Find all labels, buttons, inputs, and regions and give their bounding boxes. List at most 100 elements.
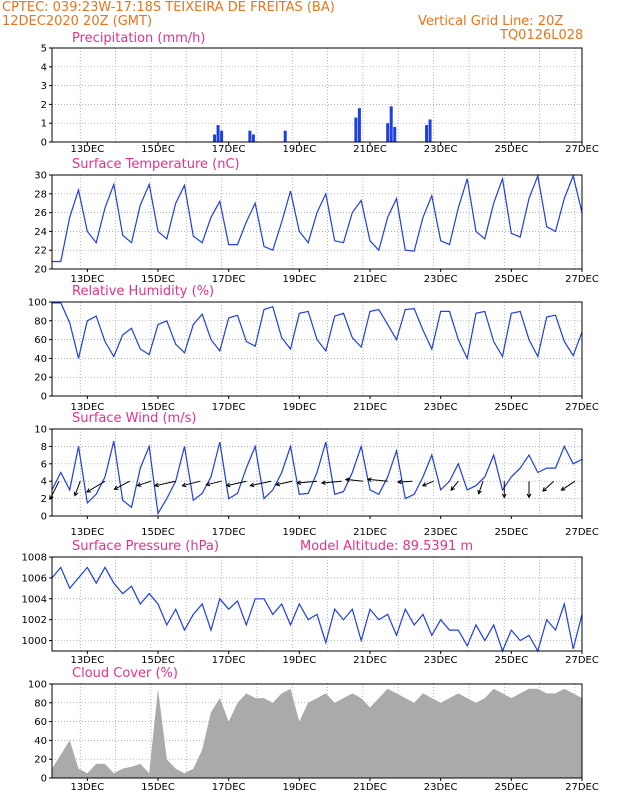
x-tick-label: 15DEC: [141, 144, 175, 155]
wind-arrowhead: [136, 482, 142, 487]
wind-vector: [321, 480, 342, 484]
precip-bar: [389, 106, 393, 142]
x-tick-label: 21DEC: [353, 274, 387, 285]
y-tick-label: 0: [41, 392, 47, 403]
wind-arrowhead: [225, 482, 231, 488]
x-tick-label: 13DEC: [70, 782, 104, 793]
y-tick-label: 1006: [22, 573, 47, 584]
precip-bar: [425, 125, 429, 142]
precip-bar: [393, 126, 397, 142]
wind-arrowhead: [296, 480, 302, 486]
wind-arrowhead: [205, 481, 211, 487]
panel-title: Relative Humidity (%): [72, 284, 214, 299]
wind-arrowhead: [86, 488, 92, 493]
precip-bar: [251, 134, 255, 142]
x-tick-label: 25DEC: [494, 655, 528, 666]
y-tick-label: 60: [34, 717, 47, 728]
wind-vector: [542, 480, 555, 492]
x-tick-label: 13DEC: [70, 402, 104, 413]
wind-arrowhead: [181, 482, 187, 488]
precip-bar: [428, 119, 432, 142]
y-tick-label: 1004: [22, 594, 47, 605]
wind-arrowhead: [542, 487, 547, 492]
panel-title: Surface Wind (m/s): [72, 411, 196, 426]
x-tick-label: 19DEC: [282, 402, 316, 413]
wind-vector: [250, 480, 272, 487]
wind-arrowhead: [421, 482, 427, 487]
panel-4: 1000 1002 1004 1006 1008 13DEC 15DEC 17DEC 19DEC…: [22, 539, 599, 666]
panel-title: Surface Pressure (hPa): [72, 539, 219, 554]
y-tick-label: 30: [34, 171, 47, 182]
precip-bar: [248, 130, 252, 142]
x-tick-label: 23DEC: [424, 274, 458, 285]
wind-arrowhead: [450, 486, 456, 492]
y-tick-label: 10: [34, 425, 47, 436]
precip-bar: [357, 108, 361, 142]
wind-vector: [561, 480, 576, 491]
panel-frame: [51, 556, 583, 652]
x-tick-label: 23DEC: [424, 144, 458, 155]
series-line: [51, 566, 583, 653]
y-tick-label: 28: [34, 189, 47, 200]
wind-vector: [86, 480, 106, 493]
wind-arrowhead: [320, 480, 326, 486]
y-tick-label: 4: [41, 62, 47, 73]
series-line: [52, 173, 583, 263]
x-tick-label: 21DEC: [353, 527, 387, 538]
x-tick-label: 17DEC: [212, 655, 246, 666]
precip-bar: [216, 125, 220, 142]
wind-arrowhead: [153, 482, 159, 488]
y-tick-label: 60: [34, 335, 47, 346]
wind-vector: [345, 478, 363, 482]
wind-arrowhead: [366, 477, 372, 483]
precip-bar: [213, 134, 217, 142]
wind-vector: [226, 480, 247, 487]
wind-arrowhead: [113, 485, 119, 490]
wind-vector: [182, 480, 201, 487]
panel-frame: [51, 683, 583, 779]
x-tick-label: 19DEC: [282, 655, 316, 666]
wind-vector: [137, 480, 152, 487]
x-tick-label: 13DEC: [70, 144, 104, 155]
wind-arrowhead: [501, 493, 507, 499]
y-tick-label: 0: [41, 774, 47, 785]
precip-bar: [283, 130, 287, 142]
x-tick-label: 21DEC: [353, 402, 387, 413]
wind-arrowhead: [396, 479, 402, 485]
wind-vector: [275, 480, 293, 486]
wind-arrowhead: [526, 493, 532, 499]
x-tick-label: 27DEC: [565, 527, 599, 538]
x-tick-label: 23DEC: [424, 527, 458, 538]
y-tick-label: 0: [41, 512, 47, 523]
x-tick-label: 17DEC: [212, 527, 246, 538]
grid-note: Vertical Grid Line: 20Z: [418, 14, 564, 29]
x-tick-label: 15DEC: [141, 782, 175, 793]
x-tick-label: 17DEC: [212, 782, 246, 793]
x-tick-label: 19DEC: [282, 782, 316, 793]
panel-3: 0 2 4 6 8 10 13DEC 15DEC 17DEC 19DEC 21DEC 23DEC 25D…: [34, 411, 599, 538]
y-tick-label: 1002: [22, 615, 47, 626]
y-tick-label: 1: [41, 119, 47, 130]
cloud-cover-area: [52, 688, 582, 778]
x-tick-label: 19DEC: [282, 144, 316, 155]
wind-vector: [206, 480, 222, 486]
x-tick-label: 23DEC: [424, 655, 458, 666]
wind-arrowhead: [275, 481, 281, 487]
x-tick-label: 23DEC: [424, 402, 458, 413]
y-tick-label: 20: [34, 265, 47, 276]
panel-1: 20 22 24 26 28 30 13DEC 15DEC 17DEC 19DEC 21DEC 23D…: [34, 157, 599, 285]
x-tick-label: 15DEC: [141, 274, 175, 285]
precip-bar: [386, 123, 390, 142]
x-tick-label: 25DEC: [494, 782, 528, 793]
x-tick-label: 15DEC: [141, 527, 175, 538]
wind-arrowhead: [477, 489, 482, 495]
wind-arrowhead: [344, 477, 350, 483]
y-tick-label: 8: [41, 442, 47, 453]
wind-vector: [422, 480, 434, 487]
panel-0: 0 1 2 3 4 5 13DEC 15DEC 17DEC 19DEC 21DEC 23DEC 25DE…: [41, 31, 599, 155]
x-tick-label: 25DEC: [494, 274, 528, 285]
x-tick-label: 17DEC: [212, 144, 246, 155]
y-tick-label: 26: [34, 208, 47, 219]
series-line: [52, 302, 583, 361]
